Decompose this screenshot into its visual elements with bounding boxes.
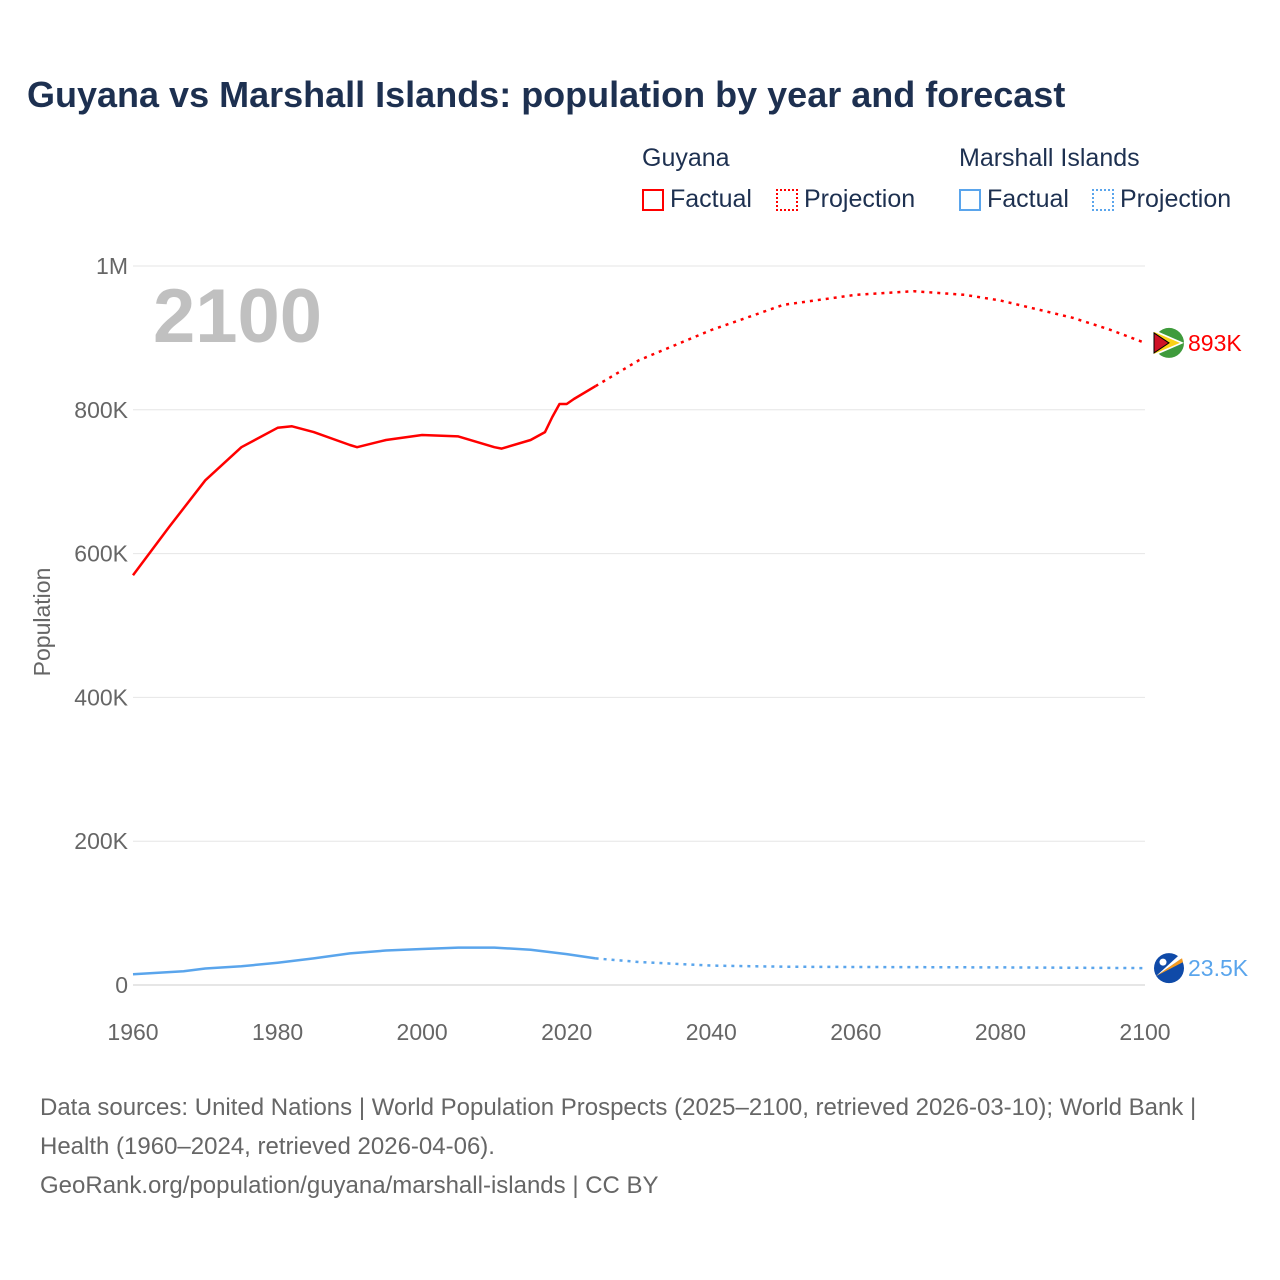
x-tick-label: 1960	[107, 1019, 158, 1045]
marshall-islands-end-label: 23.5K	[1188, 955, 1249, 981]
flag-star	[1159, 958, 1167, 966]
x-tick-label: 2020	[541, 1019, 592, 1045]
flag-stripe-orange	[1156, 958, 1183, 977]
legend-marshall-projection[interactable]: Projection	[1092, 185, 1231, 214]
marshall-islands-flag-icon	[1154, 953, 1184, 984]
y-tick-label: 1M	[96, 253, 128, 279]
x-tick-label: 2000	[397, 1019, 448, 1045]
chart-title: Guyana vs Marshall Islands: population b…	[27, 74, 1066, 115]
data-sources: Data sources: United Nations | World Pop…	[40, 1094, 1197, 1160]
guyana-factual-line	[131, 385, 597, 576]
legend-group-guyana: Guyana	[642, 144, 730, 172]
y-tick-label: 0	[115, 972, 128, 998]
y-axis-label: Population	[29, 568, 55, 677]
guyana-projection-line	[594, 289, 1146, 388]
year-label: 2100	[153, 274, 322, 359]
legend-label: Factual	[670, 185, 752, 213]
y-tick-label: 600K	[74, 541, 128, 567]
marshall-islands-projection-line	[595, 957, 1146, 970]
legend-group-marshall-islands: Marshall Islands	[959, 144, 1140, 172]
flag-triangle	[1153, 331, 1170, 354]
guyana-flag-icon	[1153, 327, 1184, 358]
x-tick-label: 2080	[975, 1019, 1026, 1045]
legend-guyana-projection[interactable]: Projection	[776, 185, 915, 214]
source-link[interactable]: GeoRank.org/population/guyana/marshall-i…	[40, 1172, 659, 1199]
y-tick-label: 200K	[74, 828, 128, 854]
legend-marshall-factual[interactable]: Factual	[959, 185, 1069, 214]
y-tick-label: 800K	[74, 397, 128, 423]
guyana-end-label: 893K	[1188, 330, 1242, 356]
legend-guyana-factual[interactable]: Factual	[642, 185, 752, 214]
legend-label: Projection	[1120, 185, 1232, 213]
legend-label: Factual	[987, 185, 1069, 213]
flag-stripe-white	[1156, 956, 1182, 977]
x-tick-label: 1980	[252, 1019, 303, 1045]
y-tick-label: 400K	[74, 684, 128, 710]
x-tick-label: 2060	[830, 1019, 881, 1045]
x-tick-label: 2040	[686, 1019, 737, 1045]
x-tick-label: 2100	[1119, 1019, 1170, 1045]
footer: Data sources: United Nations | World Pop…	[40, 1088, 1240, 1205]
marshall-islands-factual-line	[132, 946, 596, 976]
legend-label: Projection	[804, 185, 916, 213]
